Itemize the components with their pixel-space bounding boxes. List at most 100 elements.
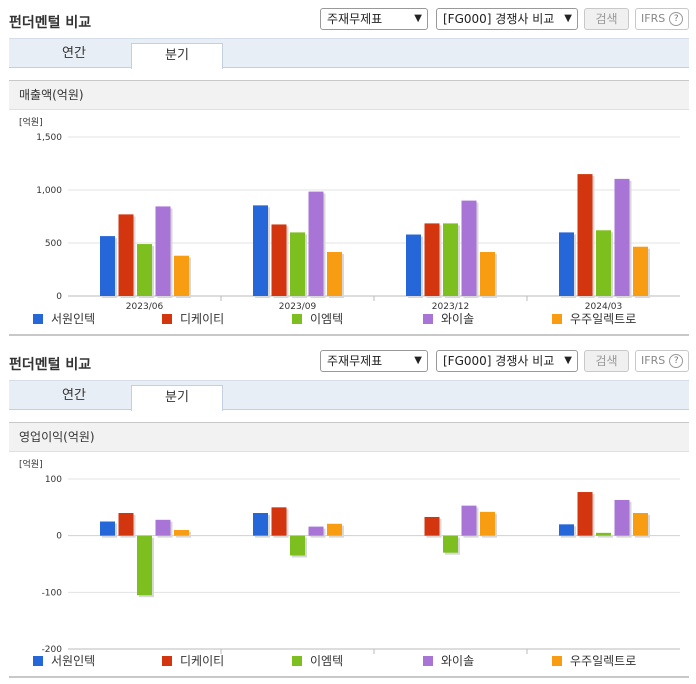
bar-이엠텍 xyxy=(290,535,305,556)
legend-swatch xyxy=(162,656,172,666)
legend-swatch xyxy=(552,314,562,324)
bar-디케이티 xyxy=(118,513,134,536)
statement-type-select[interactable]: 주재무제표 ▼ xyxy=(320,8,428,30)
search-button[interactable]: 검색 xyxy=(584,8,629,30)
tab-annual[interactable]: 연간 xyxy=(62,388,86,403)
bar-shadow xyxy=(598,534,613,538)
search-button[interactable]: 검색 xyxy=(584,350,629,372)
y-tick-label: 500 xyxy=(45,239,62,249)
bar-이엠텍 xyxy=(290,232,305,296)
legend-swatch xyxy=(292,314,302,324)
legend-label: 우주일렉트로 xyxy=(570,654,637,668)
section-label: 영업이익(억원) xyxy=(9,422,689,452)
chevron-down-icon: ▼ xyxy=(414,13,422,24)
bar-와이솔 xyxy=(155,206,171,296)
bar-서원인텍 xyxy=(559,232,574,296)
legend-label: 우주일렉트로 xyxy=(570,312,637,326)
bar-디케이티 xyxy=(118,214,134,296)
peer-group-select[interactable]: [FG000] 경쟁사 비교 ▼ xyxy=(436,8,578,30)
bar-디케이티 xyxy=(424,516,440,536)
bar-우주일렉트로 xyxy=(480,252,495,296)
revenue-panel: 펀더멘털 비교 주재무제표 ▼ [FG000] 경쟁사 비교 ▼ 검색 IFRS… xyxy=(0,0,696,341)
bar-와이솔 xyxy=(614,499,630,536)
bar-와이솔 xyxy=(308,191,324,296)
chevron-down-icon: ▼ xyxy=(414,355,422,366)
bar-우주일렉트로 xyxy=(480,511,495,536)
bar-이엠텍 xyxy=(443,535,458,553)
chart-legend: 서원인텍 디케이티 이엠텍 와이솔 우주일렉트로 xyxy=(0,312,696,328)
x-tick-label: 2023/12 xyxy=(432,302,469,312)
bar-이엠텍 xyxy=(137,244,152,296)
statement-type-value: 주재무제표 xyxy=(327,354,383,368)
bar-디케이티 xyxy=(577,492,593,536)
y-tick-label: 100 xyxy=(45,475,62,485)
bar-서원인텍 xyxy=(559,524,574,536)
operating-profit-panel: 펀더멘털 비교 주재무제표 ▼ [FG000] 경쟁사 비교 ▼ 검색 IFRS… xyxy=(0,342,696,683)
bar-서원인텍 xyxy=(253,513,268,536)
legend-item[interactable]: 디케이티 xyxy=(162,654,224,668)
bar-디케이티 xyxy=(271,507,287,536)
bar-이엠텍 xyxy=(137,535,152,596)
bar-서원인텍 xyxy=(100,521,115,536)
x-tick-label: 2023/09 xyxy=(279,302,317,312)
bar-우주일렉트로 xyxy=(633,513,648,536)
chart-legend: 서원인텍 디케이티 이엠텍 와이솔 우주일렉트로 xyxy=(0,654,696,670)
bar-우주일렉트로 xyxy=(174,530,189,536)
legend-item[interactable]: 이엠텍 xyxy=(292,654,343,668)
legend-label: 와이솔 xyxy=(441,312,475,326)
period-tabs: 연간 분기 xyxy=(9,380,689,411)
legend-swatch xyxy=(33,656,43,666)
tab-annual[interactable]: 연간 xyxy=(62,46,86,61)
legend-label: 디케이티 xyxy=(180,654,225,668)
panel-title: 펀더멘털 비교 xyxy=(9,357,92,373)
unit-label: [억원] xyxy=(19,116,43,128)
bar-서원인텍 xyxy=(100,236,115,296)
bar-와이솔 xyxy=(308,526,324,536)
peer-group-value: [FG000] 경쟁사 비교 xyxy=(443,354,555,368)
legend-swatch xyxy=(423,314,433,324)
bar-와이솔 xyxy=(155,519,171,536)
y-tick-label: 0 xyxy=(56,532,62,542)
ifrs-button[interactable]: IFRS? xyxy=(635,350,689,372)
y-tick-label: 1,000 xyxy=(36,186,62,196)
peer-group-select[interactable]: [FG000] 경쟁사 비교 ▼ xyxy=(436,350,578,372)
legend-swatch xyxy=(423,656,433,666)
bar-이엠텍 xyxy=(443,223,458,296)
bar-우주일렉트로 xyxy=(327,252,342,296)
legend-item[interactable]: 우주일렉트로 xyxy=(552,654,636,668)
divider xyxy=(9,676,689,678)
x-tick-label: 2023/06 xyxy=(126,302,164,312)
bar-와이솔 xyxy=(614,178,630,296)
unit-label: [억원] xyxy=(19,458,43,470)
y-tick-label: 0 xyxy=(56,292,62,302)
tab-quarterly[interactable]: 분기 xyxy=(131,43,223,69)
tab-quarterly[interactable]: 분기 xyxy=(131,385,223,411)
legend-label: 서원인텍 xyxy=(51,654,96,668)
y-tick-label: 1,500 xyxy=(36,133,62,143)
bar-서원인텍 xyxy=(253,205,268,296)
bar-디케이티 xyxy=(271,224,287,296)
legend-item[interactable]: 디케이티 xyxy=(162,312,224,326)
legend-swatch xyxy=(162,314,172,324)
legend-swatch xyxy=(292,656,302,666)
section-label: 매출액(억원) xyxy=(9,80,689,110)
ifrs-label: IFRS xyxy=(641,354,666,367)
bar-이엠텍 xyxy=(596,532,611,536)
legend-item[interactable]: 와이솔 xyxy=(423,654,474,668)
bar-디케이티 xyxy=(424,223,440,296)
operating-profit-bar-chart: [억원]-200-10001002023/062023/092023/12202… xyxy=(19,458,680,654)
legend-item[interactable]: 이엠텍 xyxy=(292,312,343,326)
legend-item[interactable]: 서원인텍 xyxy=(33,312,95,326)
peer-group-value: [FG000] 경쟁사 비교 xyxy=(443,12,555,26)
bar-와이솔 xyxy=(461,505,477,536)
help-icon: ? xyxy=(669,12,684,26)
legend-item[interactable]: 와이솔 xyxy=(423,312,474,326)
bar-와이솔 xyxy=(461,200,477,296)
panel-title: 펀더멘털 비교 xyxy=(9,15,92,31)
x-tick-label: 2024/03 xyxy=(585,302,622,312)
legend-item[interactable]: 서원인텍 xyxy=(33,654,95,668)
y-tick-label: -200 xyxy=(42,645,63,654)
statement-type-select[interactable]: 주재무제표 ▼ xyxy=(320,350,428,372)
legend-item[interactable]: 우주일렉트로 xyxy=(552,312,636,326)
ifrs-button[interactable]: IFRS? xyxy=(635,8,689,30)
